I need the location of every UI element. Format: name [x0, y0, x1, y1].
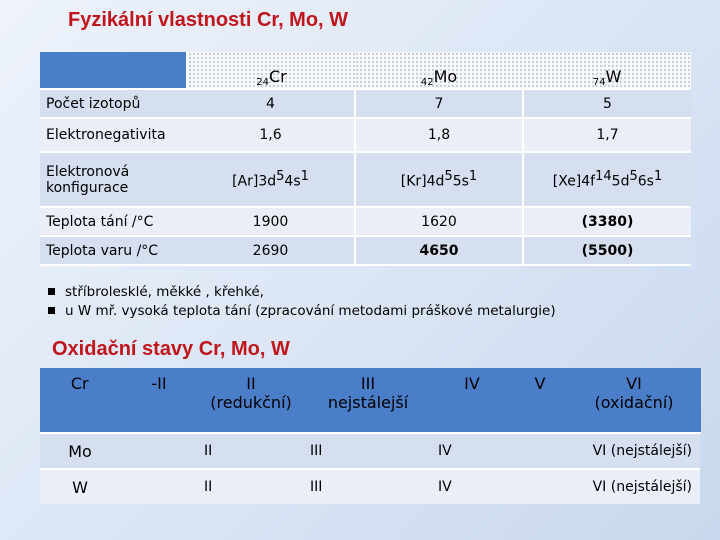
table-row: W II III IV VI (nejstálejší)	[40, 469, 700, 504]
row-label-izotopy: Počet izotopů	[40, 89, 187, 119]
cell-value: 2690	[187, 236, 355, 266]
cell-value: II	[198, 433, 304, 470]
oxidation-table: Cr -II II (redukční) III nejstálejší IV V …	[40, 368, 701, 504]
cell-empty	[120, 469, 198, 504]
cell-value: (3380)	[522, 207, 691, 237]
cell-value: VI (nejstálejší)	[512, 469, 700, 504]
cell-value: III	[304, 469, 432, 504]
list-item: u W mř. vysoká teplota tání (zpracování …	[48, 302, 556, 321]
cell-value: IV	[432, 433, 512, 470]
table-row: Elektronegativita 1,6 1,8 1,7	[40, 118, 691, 153]
row-label-elektronegativita: Elektronegativita	[40, 118, 187, 153]
element-mo-header: 42Mo	[355, 52, 523, 90]
cell-value: (5500)	[522, 236, 691, 266]
table-row: Teplota tání /°C 1900 1620 (3380)	[40, 207, 691, 237]
cell-config-w: [Xe]4f145d56s1	[522, 152, 691, 208]
row-label-tani: Teplota tání /°C	[40, 207, 187, 237]
element-cr-header: 24Cr	[187, 52, 355, 90]
element-w-header: 74W	[523, 52, 691, 90]
cell-empty	[120, 433, 198, 470]
oxidation-header-row: Cr -II II (redukční) III nejstálejší IV V …	[40, 368, 701, 434]
cell-value: 1,7	[522, 118, 691, 153]
cell-config-mo: [Kr]4d55s1	[354, 152, 523, 208]
table-row: Mo II III IV VI (nejstálejší)	[40, 433, 700, 470]
cell-value: II	[198, 469, 304, 504]
properties-table: 24Cr 42Mo 74W Počet izotopů 4 7 5 Elektr…	[40, 52, 691, 266]
bullet-icon	[48, 287, 55, 295]
cell-value: 1,8	[354, 118, 523, 153]
page-title: Fyzikální vlastnosti Cr, Mo, W	[68, 9, 349, 31]
cell-value: VI (nejstálejší)	[512, 433, 700, 470]
cell-value: 7	[354, 89, 523, 119]
cell-value: IV	[432, 469, 512, 504]
section-title: Oxidační stavy Cr, Mo, W	[52, 338, 290, 360]
notes-list: stříbrolesklé, měkké , křehké, u W mř. v…	[48, 283, 556, 321]
cell-value: 4650	[354, 236, 523, 266]
list-item: stříbrolesklé, měkké , křehké,	[48, 283, 556, 302]
bullet-icon	[48, 306, 55, 314]
table-row: Teplota varu /°C 2690 4650 (5500)	[40, 236, 691, 266]
cell-value: 1620	[354, 207, 523, 237]
table-row: Počet izotopů 4 7 5	[40, 89, 691, 119]
header-corner-cell	[40, 52, 188, 90]
cell-value: 4	[187, 89, 355, 119]
cell-value: 1,6	[187, 118, 355, 153]
row-label-mo: Mo	[40, 433, 120, 470]
cell-config-cr: [Ar]3d54s1	[187, 152, 355, 208]
header-cell: V	[512, 368, 569, 434]
header-cell: Cr	[40, 368, 121, 434]
table-row: Elektronová konfigurace [Ar]3d54s1 [Kr]4d…	[40, 152, 691, 208]
row-label-w: W	[40, 469, 120, 504]
cell-value: III	[304, 433, 432, 470]
header-cell: II (redukční)	[198, 368, 305, 434]
row-label-varu: Teplota varu /°C	[40, 236, 187, 266]
header-cell: -II	[120, 368, 199, 434]
header-cell: VI (oxidační)	[568, 368, 701, 434]
header-cell: III nejstálejší	[304, 368, 433, 434]
header-cell: IV	[432, 368, 513, 434]
cell-value: 1900	[187, 207, 355, 237]
row-label-konfigurace: Elektronová konfigurace	[40, 152, 187, 208]
cell-value: 5	[522, 89, 691, 119]
element-header-row: 24Cr 42Mo 74W	[40, 52, 691, 90]
